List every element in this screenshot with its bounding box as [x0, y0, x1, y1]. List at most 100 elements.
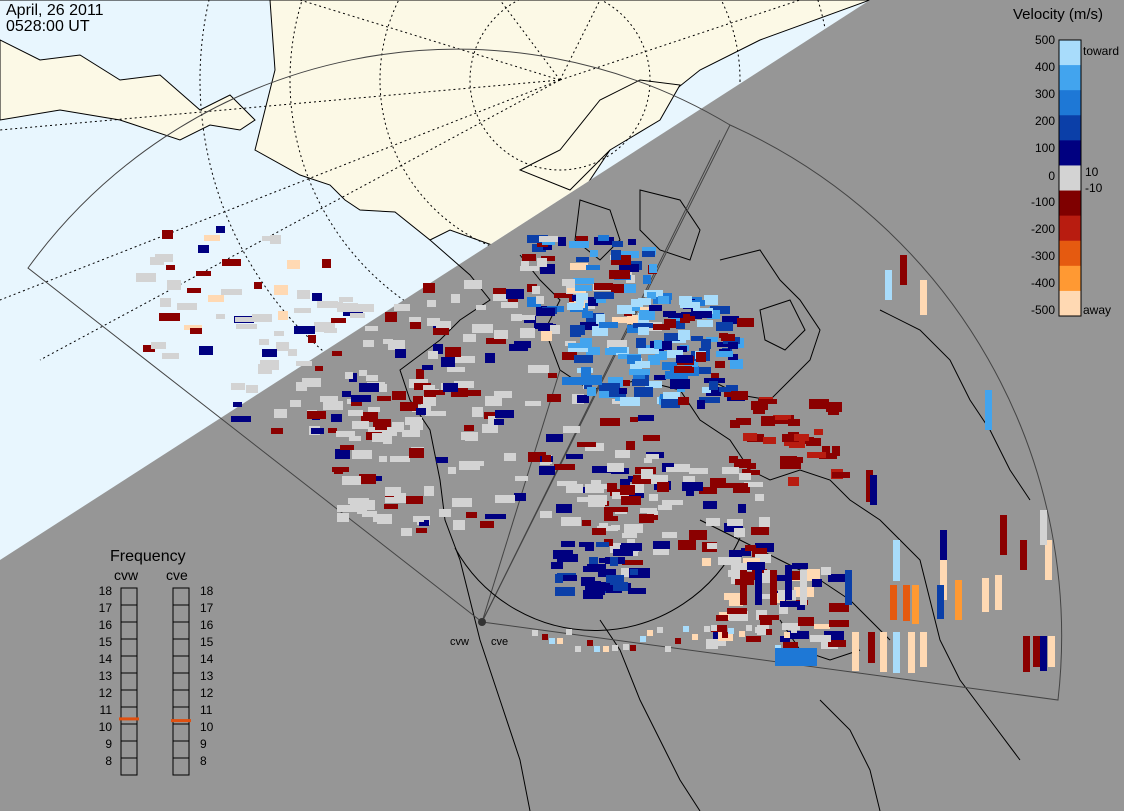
frequency-cell: [172, 689, 190, 708]
backscatter-cell: [488, 416, 496, 425]
frequency-label-left: 15: [98, 635, 112, 649]
backscatter-cell: [308, 335, 316, 343]
backscatter-cell: [413, 396, 423, 404]
backscatter-cell: [719, 387, 733, 392]
backscatter-cell: [780, 636, 790, 642]
backscatter-cell: [190, 328, 202, 334]
frequency-cell: [172, 621, 190, 640]
backscatter-cell: [620, 485, 635, 495]
backscatter-cell: [622, 380, 630, 386]
backscatter-cell: [401, 528, 412, 536]
backscatter-cell: [908, 632, 915, 673]
backscatter-cell: [579, 542, 594, 547]
backscatter-cell: [607, 483, 617, 492]
backscatter-cell: [540, 264, 555, 274]
frequency-radar-cve: cve: [166, 567, 188, 583]
backscatter-cell: [761, 416, 775, 426]
backscatter-cell: [532, 286, 540, 294]
colorbar-swatch: [1059, 90, 1081, 116]
backscatter-cell: [576, 298, 584, 306]
backscatter-cell: [575, 646, 581, 652]
backscatter-cell: [679, 296, 692, 305]
backscatter-cell: [547, 394, 561, 402]
frequency-cell: [120, 757, 138, 776]
backscatter-cell: [448, 467, 456, 474]
backscatter-cell: [828, 574, 849, 582]
backscatter-cell: [586, 265, 600, 270]
backscatter-cell: [332, 351, 342, 356]
backscatter-cell: [641, 469, 653, 479]
daylight-ocean: [0, 0, 870, 560]
backscatter-cell: [760, 619, 772, 625]
backscatter-cell: [421, 396, 436, 406]
backscatter-cell: [629, 369, 650, 375]
backscatter-cell: [621, 543, 642, 551]
backscatter-cell: [536, 296, 544, 304]
backscatter-cell: [686, 490, 694, 496]
backscatter-cell: [199, 346, 213, 355]
backscatter-cell: [630, 569, 638, 575]
backscatter-cell: [814, 624, 830, 629]
backscatter-cell: [755, 627, 761, 633]
backscatter-cell: [436, 321, 451, 329]
backscatter-cell: [682, 482, 703, 491]
backscatter-cell: [550, 325, 560, 334]
colorbar-swatch: [1059, 190, 1081, 217]
backscatter-cell: [707, 543, 717, 549]
backscatter-cell: [709, 381, 718, 390]
frequency-cell: [120, 706, 138, 725]
backscatter-cell: [755, 494, 764, 501]
backscatter-cell: [485, 514, 506, 519]
backscatter-cell: [594, 646, 600, 652]
backscatter-cell: [592, 466, 612, 473]
backscatter-cell: [424, 390, 436, 397]
backscatter-cell: [1040, 510, 1047, 545]
backscatter-cell: [294, 326, 315, 334]
backscatter-cell: [621, 568, 633, 577]
backscatter-cell: [724, 593, 741, 600]
backscatter-cell: [852, 632, 859, 671]
backscatter-cell: [274, 285, 288, 295]
backscatter-cell: [476, 305, 486, 310]
backscatter-cell: [612, 507, 628, 512]
backscatter-cell: [597, 526, 618, 531]
backscatter-cell: [383, 435, 392, 444]
backscatter-cell: [721, 483, 739, 488]
backscatter-cell: [731, 391, 748, 400]
backscatter-cell: [718, 557, 738, 565]
backscatter-cell: [985, 390, 992, 430]
backscatter-cell: [532, 630, 538, 636]
backscatter-cell: [596, 542, 609, 547]
backscatter-cell: [427, 300, 436, 307]
backscatter-cell: [733, 557, 741, 563]
backscatter-cell: [581, 367, 591, 377]
backscatter-cell: [643, 275, 651, 284]
backscatter-cell: [323, 401, 343, 410]
backscatter-cell: [439, 509, 451, 517]
backscatter-cell: [236, 324, 257, 329]
backscatter-cell: [160, 298, 171, 307]
backscatter-cell: [416, 369, 424, 379]
backscatter-cell: [409, 448, 424, 458]
backscatter-cell: [734, 483, 748, 489]
backscatter-cell: [832, 472, 850, 478]
frequency-label-right: 8: [200, 754, 207, 768]
backscatter-cell: [598, 235, 609, 241]
backscatter-cell: [576, 236, 588, 242]
backscatter-cell: [784, 632, 790, 638]
backscatter-cell: [617, 305, 635, 314]
backscatter-cell: [566, 454, 583, 459]
backscatter-cell: [728, 342, 738, 349]
backscatter-cell: [302, 378, 321, 387]
backscatter-cell: [731, 563, 750, 571]
backscatter-cell: [235, 317, 252, 322]
backscatter-cell: [563, 426, 580, 433]
backscatter-cell: [511, 314, 522, 321]
backscatter-cell: [780, 601, 800, 607]
backscatter-cell: [290, 400, 301, 407]
backscatter-cell: [557, 481, 577, 486]
colorbar-tick-label: -500: [1030, 303, 1055, 317]
backscatter-cell: [588, 501, 605, 507]
backscatter-cell: [1048, 636, 1055, 667]
backscatter-cell: [620, 397, 640, 406]
